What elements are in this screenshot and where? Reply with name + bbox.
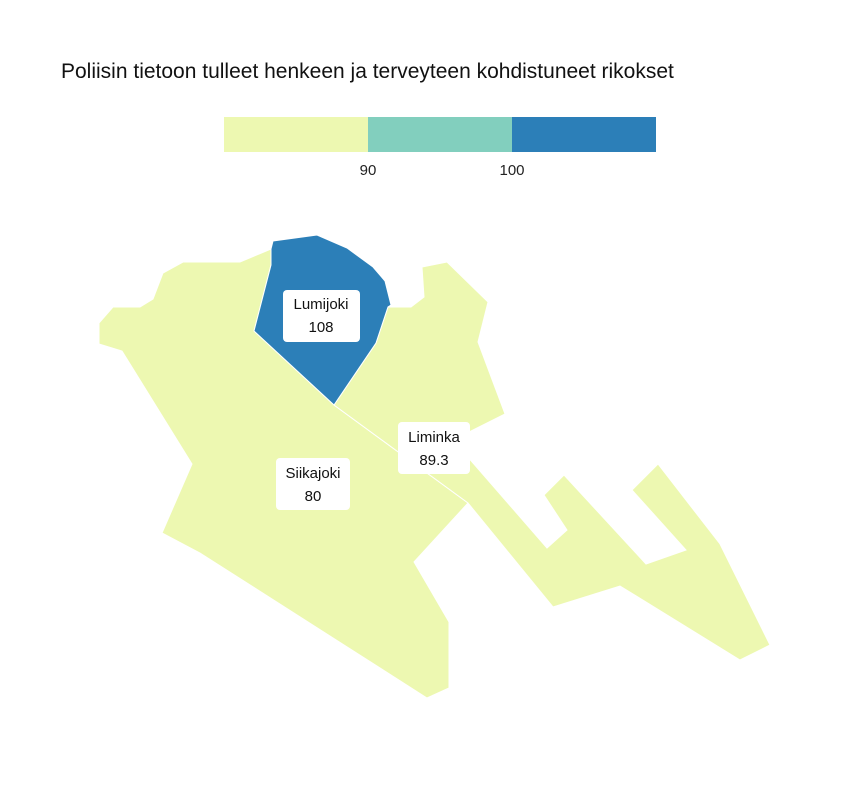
legend-tick-90: 90 (360, 162, 377, 179)
region-value-label: 80 (305, 488, 322, 505)
region-liminka[interactable] (333, 261, 771, 661)
label-box (276, 458, 350, 510)
label-box (283, 290, 360, 342)
legend-tick-100: 100 (499, 162, 524, 179)
region-name-label: Liminka (408, 429, 460, 446)
region-label-siikajoki: Siikajoki 80 (276, 458, 350, 510)
region-name-label: Siikajoki (285, 465, 340, 482)
color-legend: 90 100 (224, 117, 656, 179)
label-box (398, 422, 470, 474)
map-title: Poliisin tietoon tulleet henkeen ja terv… (61, 60, 674, 83)
legend-bin-high (512, 117, 656, 152)
region-label-lumijoki: Lumijoki 108 (283, 290, 360, 342)
region-value-label: 108 (308, 319, 333, 336)
legend-bin-low (224, 117, 368, 152)
region-label-liminka: Liminka 89.3 (398, 422, 470, 474)
region-value-label: 89.3 (419, 452, 448, 469)
region-name-label: Lumijoki (293, 296, 348, 313)
legend-bin-mid (368, 117, 512, 152)
